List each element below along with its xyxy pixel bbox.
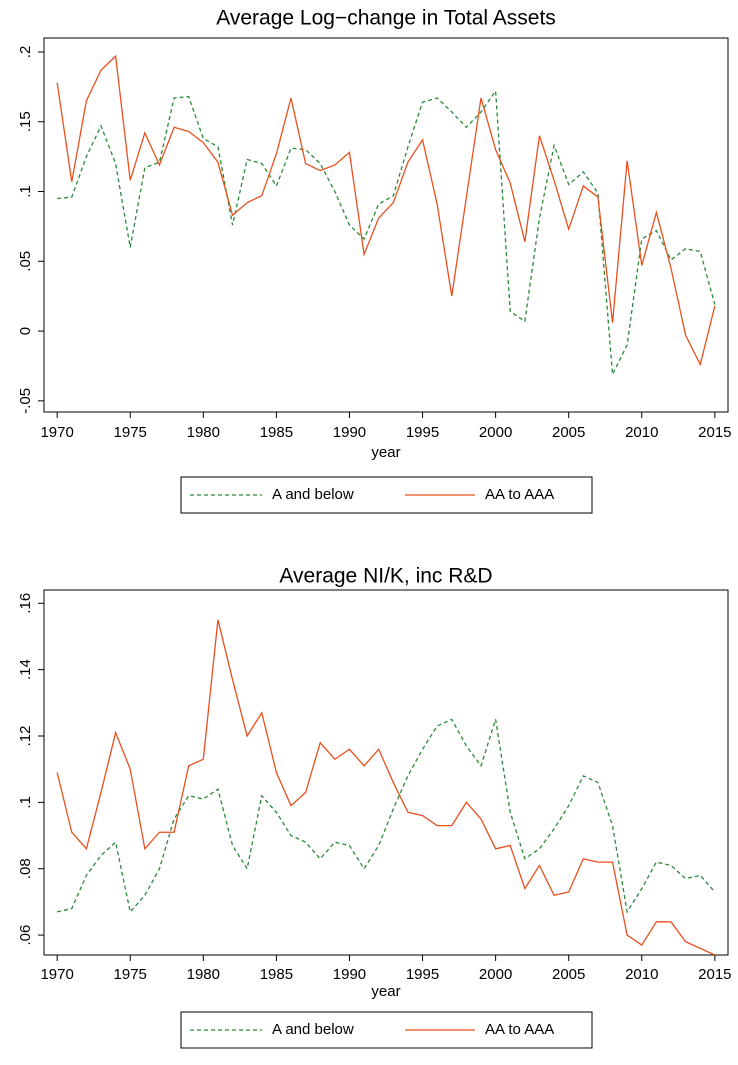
y-tick-label: .08 <box>17 858 34 879</box>
legend-label: AA to AAA <box>485 486 554 503</box>
x-tick-label: 1995 <box>406 966 439 983</box>
x-tick-label: 1970 <box>40 424 73 441</box>
legend-frame <box>180 476 593 514</box>
x-tick-label: 1970 <box>40 966 73 983</box>
y-tick-label: .1 <box>17 796 34 809</box>
legend-label: AA to AAA <box>485 1021 554 1038</box>
data-line <box>56 619 716 956</box>
x-tick-label: 2000 <box>479 966 512 983</box>
x-axis-label: year <box>371 444 400 461</box>
x-tick-label: 2000 <box>479 424 512 441</box>
y-tick-label: .1 <box>17 185 34 198</box>
x-tick-label: 1980 <box>187 424 220 441</box>
chart-title: Average NI/K, inc R&D <box>279 565 492 588</box>
x-tick-label: 2010 <box>625 424 658 441</box>
x-tick-label: 1980 <box>187 966 220 983</box>
legend-frame <box>180 1011 593 1049</box>
x-tick-label: 1985 <box>260 424 293 441</box>
plot-frame <box>43 589 729 956</box>
y-tick-label: .05 <box>17 251 34 272</box>
plot-frame <box>43 37 729 413</box>
y-tick-label: -.05 <box>17 388 34 414</box>
x-tick-label: 2015 <box>698 966 731 983</box>
y-tick-label: 0 <box>17 327 34 335</box>
x-tick-label: 1975 <box>114 966 147 983</box>
x-tick-label: 2005 <box>552 424 585 441</box>
x-tick-label: 2015 <box>698 424 731 441</box>
x-tick-label: 1990 <box>333 424 366 441</box>
x-tick-label: 1975 <box>114 424 147 441</box>
x-axis-label: year <box>371 983 400 1000</box>
data-line <box>57 89 716 377</box>
data-line <box>57 718 716 914</box>
x-tick-label: 1985 <box>260 966 293 983</box>
x-tick-label: 1995 <box>406 424 439 441</box>
y-tick-label: .15 <box>17 111 34 132</box>
x-tick-label: 2005 <box>552 966 585 983</box>
y-tick-label: .14 <box>17 659 34 680</box>
y-tick-label: .2 <box>17 46 34 59</box>
y-tick-label: .12 <box>17 726 34 747</box>
y-tick-label: .06 <box>17 925 34 946</box>
x-tick-label: 1990 <box>333 966 366 983</box>
data-line <box>56 54 716 367</box>
legend-label: A and below <box>272 1021 354 1038</box>
y-tick-label: .16 <box>17 593 34 614</box>
legend-label: A and below <box>272 486 354 503</box>
chart-title: Average Log−change in Total Assets <box>216 7 556 30</box>
x-tick-label: 2010 <box>625 966 658 983</box>
